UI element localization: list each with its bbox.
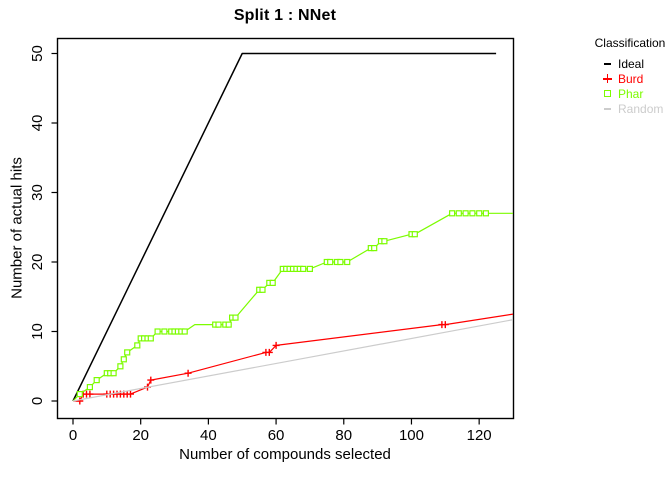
y-tick-label: 50 (29, 45, 46, 62)
series-marker-phar (93, 377, 100, 384)
series-marker-phar (462, 210, 469, 217)
series-marker-phar (381, 238, 388, 245)
plus-glyph (602, 74, 612, 83)
series-marker-phar (300, 265, 307, 272)
dash-glyph (603, 62, 611, 65)
series-marker-phar (154, 328, 161, 335)
x-tick-label: 20 (132, 427, 149, 444)
x-tick-label: 60 (268, 427, 285, 444)
series-marker-phar (134, 342, 141, 349)
series-line-ideal (72, 52, 497, 402)
y-axis-title: Number of actual hits (8, 157, 26, 299)
plot-box (56, 37, 515, 420)
series-marker-phar (476, 210, 483, 217)
series-marker-phar (76, 391, 83, 398)
x-tick-label: 120 (467, 427, 492, 444)
series-marker-phar (449, 210, 456, 217)
legend-label: Random (618, 101, 664, 116)
series-line-random (72, 319, 514, 402)
series-marker-phar (232, 314, 239, 321)
series-marker-phar (161, 328, 168, 335)
y-tick-label: 30 (29, 184, 46, 201)
series-marker-phar (371, 245, 378, 252)
legend: Classification Ideal Burd Phar Random (588, 36, 672, 116)
dash-glyph (603, 107, 611, 110)
series-marker-phar (225, 321, 232, 328)
dash-marker-icon (600, 107, 614, 110)
plus-marker-icon (600, 74, 614, 83)
legend-label: Burd (618, 71, 644, 86)
series-marker-phar (86, 384, 94, 391)
series-line-phar (72, 212, 513, 402)
series-line-burd (73, 313, 514, 402)
series-marker-phar (269, 279, 276, 286)
series-marker-phar (181, 328, 188, 335)
series-marker-phar (110, 370, 117, 377)
legend-items: Ideal Burd Phar Random (588, 56, 672, 116)
square-marker-icon (600, 90, 614, 97)
series-marker-phar (306, 265, 313, 272)
y-tick-label: 0 (29, 397, 46, 405)
x-tick-label: 40 (200, 427, 217, 444)
series-marker-phar (120, 356, 127, 363)
y-tick-label: 10 (29, 323, 46, 340)
y-tick-label: 40 (29, 115, 46, 132)
legend-item-ideal: Ideal (600, 56, 672, 71)
chart-title: Split 1 : NNet (233, 7, 337, 24)
series-marker-phar (411, 231, 418, 238)
legend-item-burd: Burd (600, 71, 672, 86)
square-glyph (603, 90, 611, 97)
y-tick-label: 20 (29, 254, 46, 271)
series-marker-phar (259, 286, 266, 293)
x-tick-label: 100 (399, 427, 424, 444)
series-marker-phar (337, 258, 344, 266)
series-markers-burd (76, 321, 449, 405)
legend-title: Classification (594, 36, 666, 50)
series-marker-phar (482, 210, 489, 217)
series-marker-phar (147, 335, 154, 342)
legend-label: Ideal (618, 56, 645, 71)
series-marker-phar (117, 363, 124, 370)
x-axis-title: Number of compounds selected (179, 446, 391, 463)
series-marker-phar (215, 321, 222, 328)
series-marker-phar (455, 210, 462, 217)
series-marker-phar (124, 349, 131, 356)
series-marker-phar (344, 258, 351, 266)
series-marker-phar (469, 210, 476, 217)
legend-label: Phar (618, 86, 644, 101)
x-tick-label: 80 (335, 427, 352, 444)
legend-item-random: Random (600, 101, 672, 116)
series-marker-phar (327, 258, 334, 266)
x-tick-label: 0 (69, 427, 77, 444)
legend-item-phar: Phar (600, 86, 672, 101)
dash-marker-icon (600, 62, 614, 65)
